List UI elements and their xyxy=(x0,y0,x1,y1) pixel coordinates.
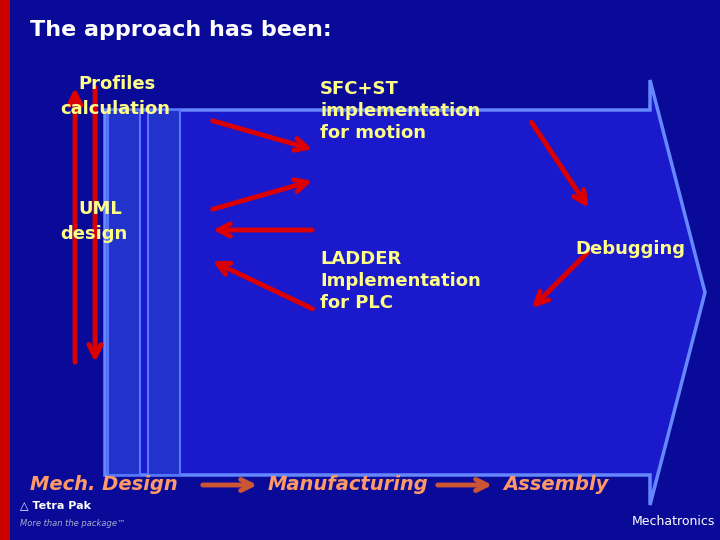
Text: design: design xyxy=(60,225,127,243)
Text: Mechatronics: Mechatronics xyxy=(631,515,715,528)
Text: The approach has been:: The approach has been: xyxy=(30,20,332,40)
Text: Debugging: Debugging xyxy=(575,240,685,258)
Text: SFC+ST
implementation
for motion: SFC+ST implementation for motion xyxy=(320,80,480,143)
Text: Mech. Design: Mech. Design xyxy=(30,476,178,495)
Bar xyxy=(148,110,180,475)
Text: Assembly: Assembly xyxy=(503,476,608,495)
Bar xyxy=(108,110,140,475)
Text: UML: UML xyxy=(78,200,122,218)
Polygon shape xyxy=(105,80,705,505)
Text: Manufacturing: Manufacturing xyxy=(268,476,428,495)
Text: LADDER
Implementation
for PLC: LADDER Implementation for PLC xyxy=(320,250,481,313)
Bar xyxy=(0,0,10,540)
Text: More than the package™: More than the package™ xyxy=(20,519,125,528)
Text: calculation: calculation xyxy=(60,100,170,118)
Text: △ Tetra Pak: △ Tetra Pak xyxy=(20,500,91,510)
Text: Profiles: Profiles xyxy=(78,75,156,93)
